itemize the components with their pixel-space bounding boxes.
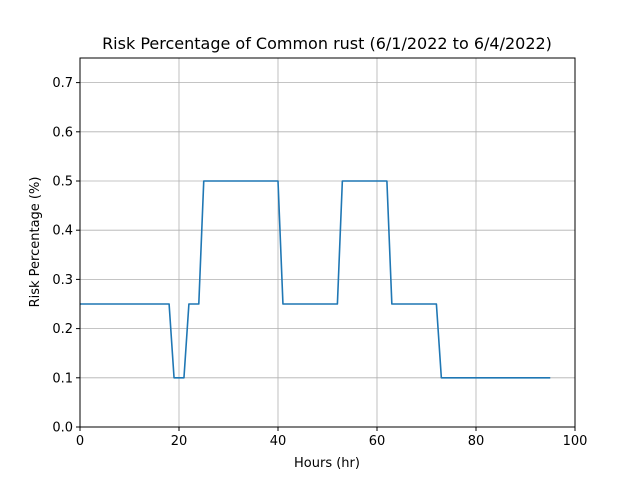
y-tick-label: 0.1 (52, 371, 73, 386)
x-axis-label: Hours (hr) (294, 456, 360, 471)
y-tick-label: 0.6 (52, 125, 73, 140)
y-tick-label: 0.2 (52, 322, 73, 337)
y-tick-label: 0.0 (52, 421, 73, 436)
x-axis-ticks: 0 20 40 60 80 100 (76, 427, 588, 449)
y-tick-label: 0.4 (52, 224, 73, 239)
chart-title: Risk Percentage of Common rust (6/1/2022… (102, 34, 552, 53)
y-tick-label: 0.3 (52, 273, 73, 288)
x-tick-label: 0 (76, 434, 84, 449)
series-layer (80, 180, 551, 379)
x-tick-label: 60 (369, 434, 386, 449)
plot-frame (79, 57, 576, 428)
x-tick-label: 100 (563, 434, 588, 449)
y-axis-ticks: 0.0 0.1 0.2 0.3 0.4 0.5 0.6 0.7 (52, 76, 80, 436)
y-tick-label: 0.7 (52, 76, 73, 91)
y-tick-label: 0.5 (52, 175, 73, 190)
x-tick-label: 20 (171, 434, 188, 449)
x-tick-label: 40 (270, 434, 287, 449)
y-axis-label: Risk Percentage (%) (28, 177, 43, 308)
series-line (80, 180, 551, 379)
x-tick-label: 80 (468, 434, 485, 449)
